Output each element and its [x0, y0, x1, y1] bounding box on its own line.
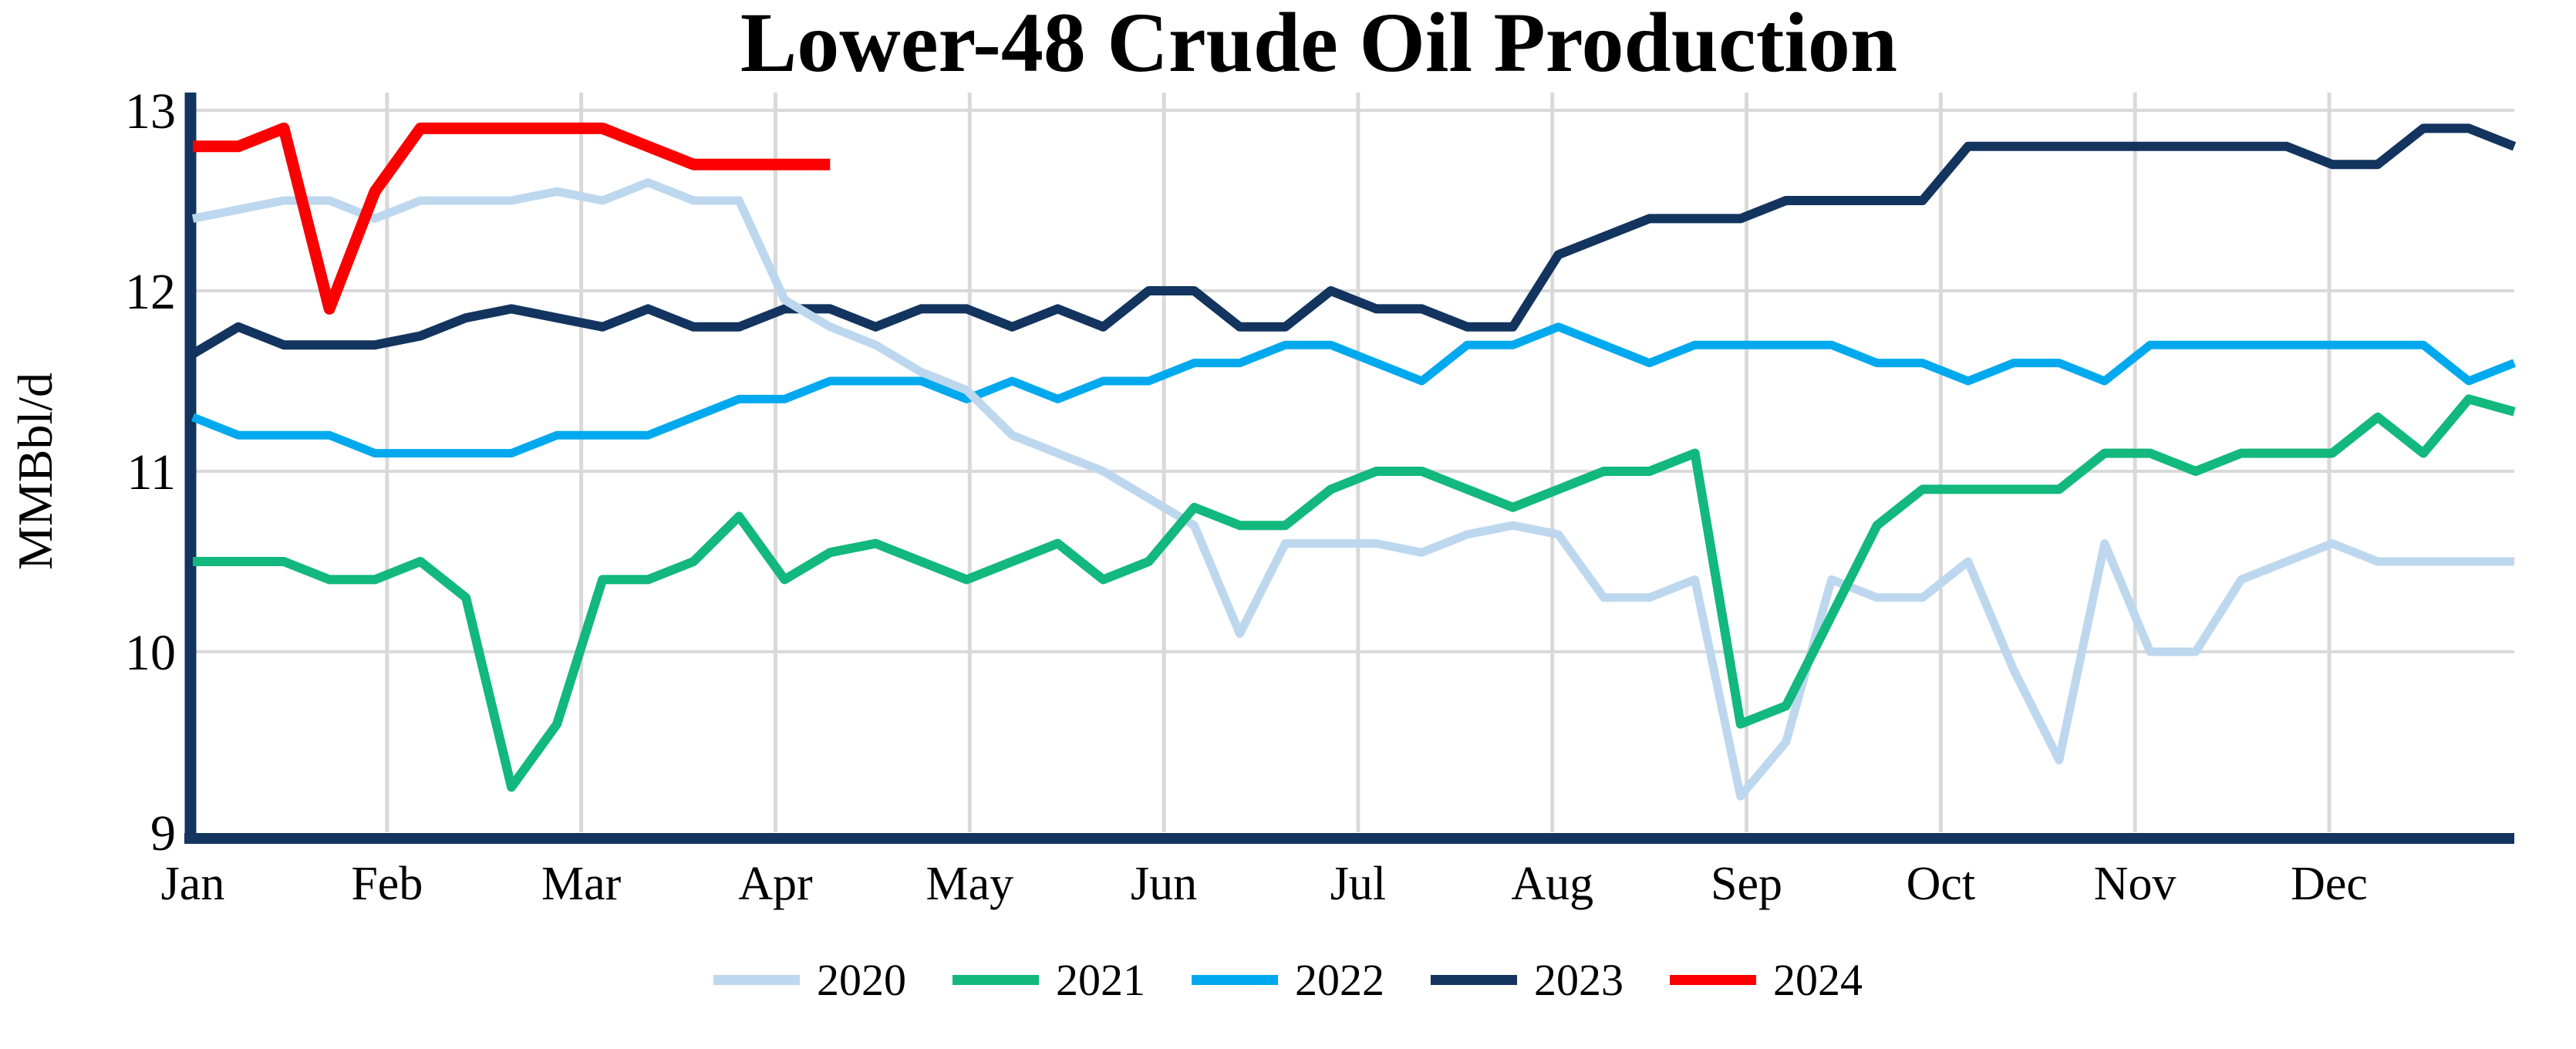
- x-tick-label-Jan: Jan: [161, 858, 225, 910]
- x-tick-label-Aug: Aug: [1511, 858, 1593, 910]
- chart-title: Lower-48 Crude Oil Production: [740, 0, 1898, 89]
- legend-swatch-2023: [1431, 975, 1517, 985]
- series-line-2024: [193, 122, 831, 315]
- y-tick-label-12: 12: [125, 264, 176, 320]
- legend-entry-2024: 2024: [1670, 954, 1863, 1006]
- y-tick-label-10: 10: [125, 625, 176, 681]
- x-tick-label-Mar: Mar: [541, 858, 622, 910]
- legend-entry-2020: 2020: [713, 954, 906, 1006]
- series-line-2022: [191, 322, 2517, 458]
- legend-label-2021: 2021: [1056, 955, 1145, 1005]
- series-line-2020: [191, 178, 2514, 801]
- legend-entry-2021: 2021: [953, 954, 1145, 1006]
- x-tick-label-Nov: Nov: [2094, 858, 2176, 910]
- y-tick-label-11: 11: [126, 444, 176, 501]
- legend-label-2022: 2022: [1295, 955, 1384, 1005]
- y-tick-label-13: 13: [125, 83, 176, 140]
- x-tick-label-Oct: Oct: [1907, 858, 1976, 910]
- x-tick-label-Apr: Apr: [738, 858, 813, 910]
- series-line-2023: [190, 123, 2517, 359]
- legend-entry-2022: 2022: [1192, 954, 1384, 1006]
- x-tick-label-Sep: Sep: [1711, 858, 1782, 910]
- x-tick-label-May: May: [926, 858, 1013, 910]
- x-tick-label-Jul: Jul: [1330, 858, 1386, 910]
- legend-swatch-2022: [1192, 975, 1278, 985]
- legend: 2020 2021 2022 2023 2024: [0, 954, 2576, 1006]
- legend-entry-2023: 2023: [1431, 954, 1623, 1006]
- legend-label-2024: 2024: [1773, 955, 1863, 1005]
- legend-label-2020: 2020: [817, 955, 906, 1005]
- y-tick-label-9: 9: [150, 805, 176, 862]
- x-tick-label-Jun: Jun: [1131, 858, 1197, 910]
- legend-swatch-2021: [953, 975, 1039, 985]
- legend-label-2023: 2023: [1534, 955, 1623, 1005]
- series-line-2021: [193, 394, 2516, 792]
- legend-swatch-2020: [713, 975, 800, 985]
- legend-swatch-2024: [1670, 975, 1756, 985]
- x-tick-label-Dec: Dec: [2291, 858, 2368, 910]
- x-tick-label-Feb: Feb: [351, 858, 423, 910]
